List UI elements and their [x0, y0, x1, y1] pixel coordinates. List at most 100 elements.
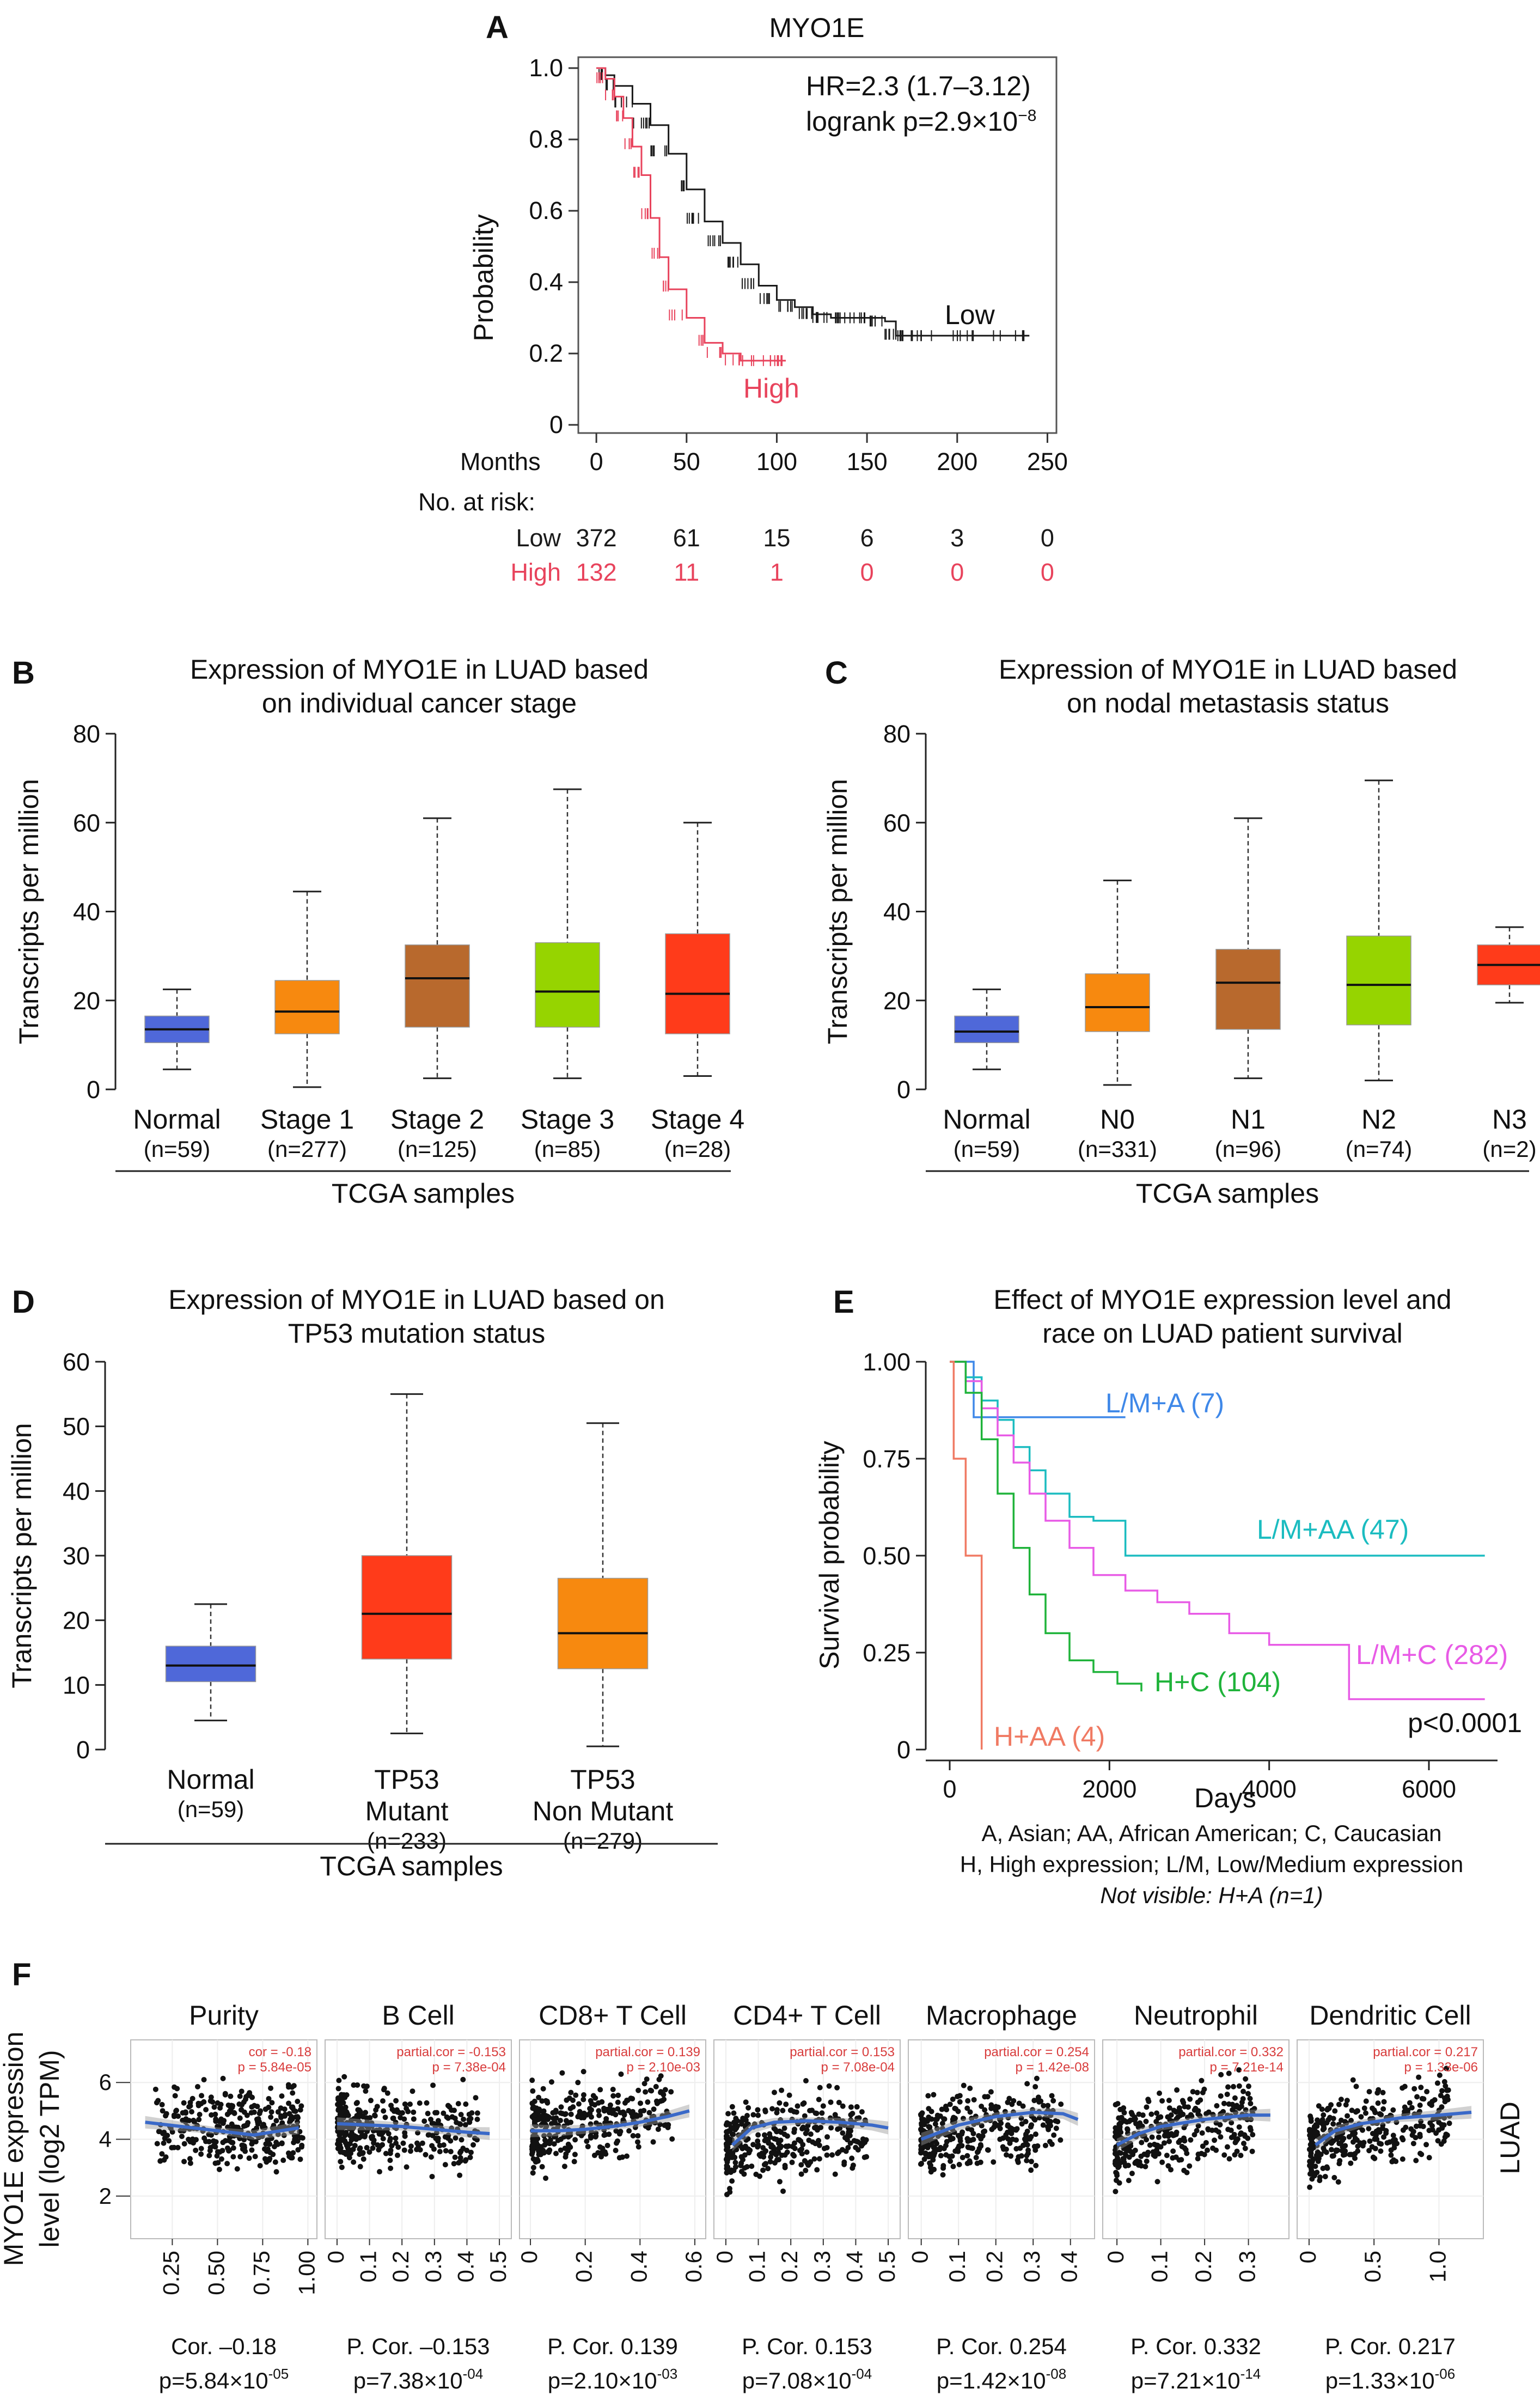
- scatter-point: [179, 2134, 185, 2140]
- scatter-point: [1333, 2147, 1339, 2153]
- scatter-point: [1132, 2147, 1138, 2153]
- scatter-point: [832, 2171, 838, 2177]
- scatter-point: [781, 2125, 787, 2131]
- scatter-point: [930, 2157, 936, 2163]
- scatter-point: [178, 2128, 184, 2134]
- scatter-point: [299, 2142, 305, 2148]
- scatter-point: [160, 2130, 166, 2136]
- scatter-point: [159, 2101, 165, 2107]
- scatter-point: [1113, 2189, 1119, 2195]
- scatter-point: [457, 2172, 463, 2178]
- box-stage-4: [665, 933, 730, 1034]
- scatter-point: [1129, 2171, 1135, 2177]
- scatter-point: [1187, 2163, 1193, 2169]
- scatter-point: [925, 2093, 931, 2099]
- scatter-point: [1238, 2153, 1244, 2159]
- scatter-point: [724, 2162, 730, 2168]
- scatter-point: [1443, 2083, 1449, 2089]
- scatter-point: [725, 2167, 731, 2173]
- scatter-point: [346, 2155, 352, 2161]
- scatter-point: [404, 2164, 410, 2170]
- scatter-point: [237, 2154, 243, 2160]
- scatter-point: [221, 2118, 227, 2124]
- scatter-point: [774, 2107, 780, 2113]
- scatter-point: [1001, 2146, 1007, 2152]
- scatter-point: [1128, 2117, 1134, 2123]
- scatter-point: [212, 2144, 218, 2150]
- km-xtick-label: 100: [756, 448, 797, 476]
- scatter-point: [1016, 2154, 1022, 2160]
- box-ytick-label: 40: [883, 898, 910, 926]
- scatter-point: [1242, 2133, 1248, 2139]
- scatter-point: [271, 2123, 277, 2129]
- scatter-point: [652, 2120, 658, 2126]
- scatter-point: [792, 2146, 798, 2152]
- scatter-point: [1032, 2084, 1038, 2090]
- scatter-point: [1245, 2083, 1251, 2089]
- scatter-point: [555, 2137, 561, 2143]
- scatter-point: [1154, 2179, 1160, 2185]
- scatter-point: [1230, 2101, 1236, 2107]
- scatter-point: [188, 2109, 194, 2115]
- scatter-point: [580, 2097, 586, 2103]
- box-group-n: (n=233): [367, 1828, 447, 1854]
- scatter-point: [816, 2142, 822, 2148]
- box-ytick-label: 50: [63, 1413, 90, 1441]
- scatter-point: [1050, 2098, 1056, 2104]
- scatter-point: [1187, 2096, 1193, 2102]
- box-xlabel: TCGA samples: [332, 1178, 515, 1209]
- scatter-point: [783, 2101, 789, 2107]
- scatter-point: [927, 2128, 933, 2134]
- scatter-point: [824, 2152, 830, 2158]
- scatter-point: [161, 2157, 167, 2163]
- scatter-point: [1344, 2098, 1350, 2104]
- scatter-point: [425, 2111, 431, 2117]
- scatter-point: [947, 2101, 953, 2107]
- box-group-n: (n=125): [398, 1136, 477, 1162]
- scatter-point: [1121, 2105, 1127, 2111]
- scatter-point: [1161, 2140, 1167, 2146]
- scatter-point: [257, 2162, 263, 2168]
- scatter-point: [964, 2153, 970, 2159]
- scatter-point: [1332, 2108, 1338, 2114]
- risk-value: 61: [673, 524, 700, 552]
- scatter-confidence-band: [732, 2117, 889, 2152]
- scatter-point: [430, 2082, 436, 2088]
- scatter-point: [201, 2135, 207, 2141]
- scatter-point: [653, 2083, 659, 2089]
- scatter-point: [976, 2146, 982, 2152]
- scatter-point: [1130, 2152, 1136, 2158]
- scatter-point: [1176, 2139, 1182, 2145]
- scatter-point: [1181, 2125, 1187, 2131]
- scatter-point: [924, 2139, 930, 2145]
- scatter-point: [181, 2141, 187, 2147]
- scatter-point: [297, 2129, 303, 2135]
- km-ytick-label: 0.8: [529, 125, 563, 153]
- scatter-point: [1321, 2112, 1327, 2118]
- scatter-point: [1361, 2105, 1367, 2111]
- scatter-point: [983, 2112, 989, 2118]
- scatter-point: [1315, 2117, 1321, 2123]
- scatter-point: [768, 2144, 774, 2150]
- scatter-point: [1029, 2113, 1035, 2119]
- scatter-point: [451, 2161, 457, 2167]
- scatter-point: [1113, 2162, 1119, 2168]
- scatter-point: [181, 2100, 187, 2106]
- scatter-confidence-band: [1315, 2106, 1472, 2152]
- scatter-point: [530, 2170, 536, 2176]
- scatter-point: [1158, 2114, 1164, 2120]
- scatter-point: [784, 2149, 790, 2155]
- scatter-point: [668, 2089, 674, 2095]
- scatter-point: [957, 2093, 963, 2099]
- scatter-xtick-label: 0: [516, 2251, 542, 2263]
- scatter-p-text: p = 2.10e-03: [627, 2060, 700, 2075]
- scatter-point: [415, 2130, 421, 2136]
- scatter-point: [448, 2138, 454, 2144]
- scatter-point: [172, 2093, 178, 2099]
- surv-title-line: Effect of MYO1E expression level and: [993, 1284, 1451, 1315]
- scatter-point: [187, 2156, 193, 2162]
- scatter-point: [1115, 2101, 1121, 2107]
- scatter-xtick-label: 0.4: [1056, 2251, 1082, 2282]
- scatter-xtick-label: 0.75: [248, 2251, 274, 2295]
- scatter-point: [1243, 2076, 1249, 2082]
